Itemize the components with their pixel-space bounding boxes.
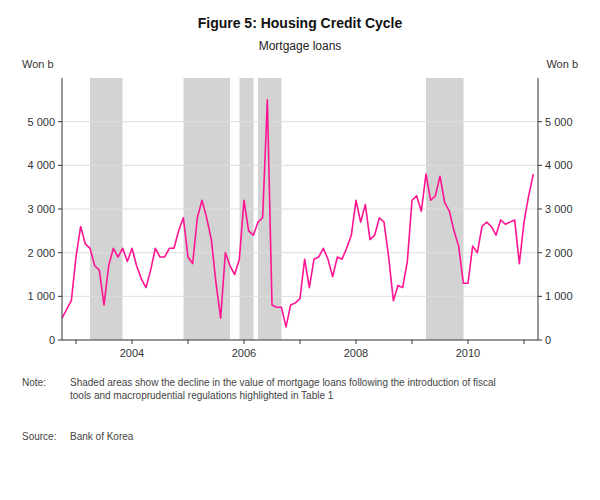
y2-tick <box>538 296 542 297</box>
y-tick-label: 2 000 <box>27 247 55 259</box>
y-tick <box>58 340 62 341</box>
y2-tick <box>538 121 542 122</box>
x-tick-label: 2010 <box>456 347 480 359</box>
grid-line <box>62 209 538 210</box>
y2-tick-label: 5 000 <box>545 116 573 128</box>
note-line: tools and macroprudential regulations hi… <box>70 390 334 401</box>
x-tick <box>132 340 133 344</box>
y2-tick <box>538 165 542 166</box>
y2-tick-label: 3 000 <box>545 203 573 215</box>
x-tick <box>300 340 301 344</box>
y-tick <box>58 165 62 166</box>
y-tick <box>58 209 62 210</box>
y2-tick <box>538 252 542 253</box>
x-tick-label: 2006 <box>232 347 256 359</box>
y-tick <box>58 252 62 253</box>
source-text: Bank of Korea <box>70 431 134 442</box>
x-tick <box>76 340 77 344</box>
x-tick <box>188 340 189 344</box>
x-tick <box>356 340 357 344</box>
y2-axis-label: Won b <box>546 58 578 70</box>
x-tick <box>412 340 413 344</box>
note-label: Note: <box>22 377 46 388</box>
grid-line <box>62 121 538 122</box>
x-tick-label: 2004 <box>120 347 144 359</box>
data-line <box>62 100 533 327</box>
y2-tick-label: 0 <box>545 334 551 346</box>
grid-line <box>62 165 538 166</box>
y-tick-label: 4 000 <box>27 159 55 171</box>
y-tick <box>58 121 62 122</box>
subtitle: Mortgage loans <box>259 39 342 53</box>
y-tick-label: 1 000 <box>27 290 55 302</box>
source-label: Source: <box>22 431 56 442</box>
note-line: Shaded areas show the decline in the val… <box>70 377 496 388</box>
y-tick <box>58 296 62 297</box>
y2-tick <box>538 209 542 210</box>
y-tick-label: 3 000 <box>27 203 55 215</box>
y-axis-label: Won b <box>22 58 54 70</box>
plot-area <box>62 78 538 340</box>
x-tick <box>244 340 245 344</box>
x-tick-label: 2008 <box>344 347 368 359</box>
y-tick-label: 0 <box>49 334 55 346</box>
grid-line <box>62 340 538 341</box>
y2-tick <box>538 340 542 341</box>
chart: 0 1 000 2 000 3 000 4 000 5 000 0 1 000 2 000 3 0… <box>0 0 600 500</box>
x-tick <box>524 340 525 344</box>
x-tick <box>468 340 469 344</box>
title: Figure 5: Housing Credit Cycle <box>198 15 403 31</box>
y2-tick-label: 1 000 <box>545 290 573 302</box>
y2-tick-label: 4 000 <box>545 159 573 171</box>
y2-tick-label: 2 000 <box>545 247 573 259</box>
y-tick-label: 5 000 <box>27 116 55 128</box>
note-text: Shaded areas show the decline in the val… <box>70 377 496 401</box>
